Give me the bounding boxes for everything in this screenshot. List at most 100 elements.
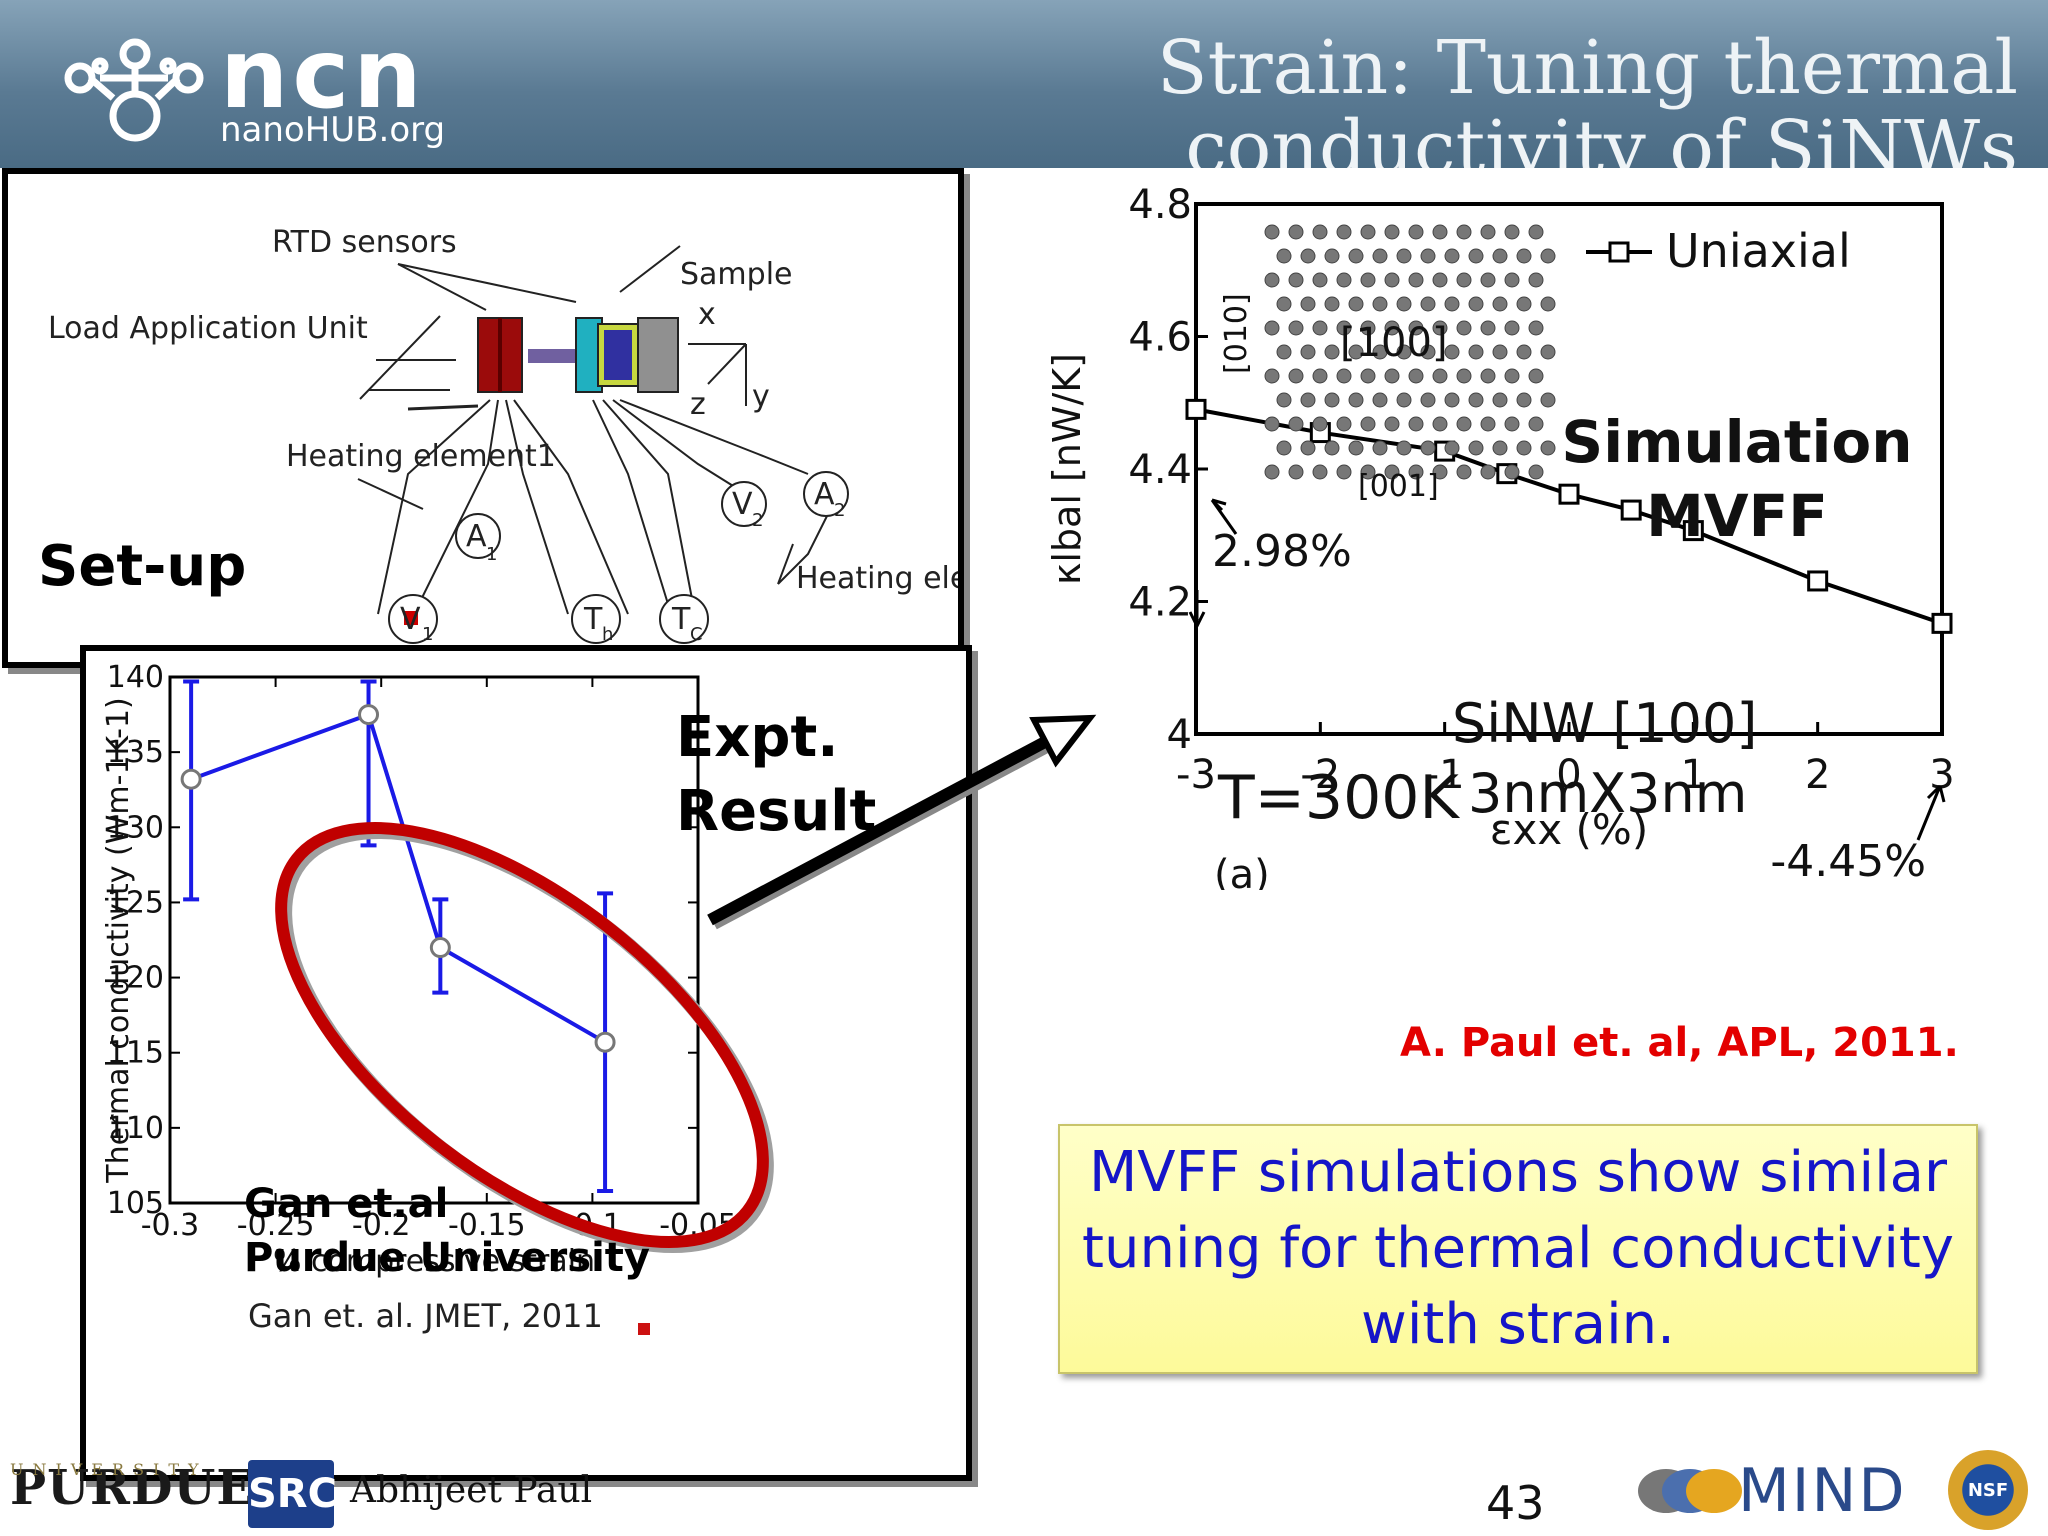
lattice-atom xyxy=(1468,392,1484,408)
lattice-atom xyxy=(1288,464,1304,480)
lattice-atom xyxy=(1312,416,1328,432)
sample-label: Sample xyxy=(680,257,793,292)
ammeter-a2-icon xyxy=(803,471,849,517)
lattice-atom xyxy=(1468,248,1484,264)
lattice-atom xyxy=(1396,344,1412,360)
lattice-atom xyxy=(1324,392,1340,408)
ann-right-arrow xyxy=(1916,784,1946,841)
tc-sub-label: C xyxy=(690,624,703,645)
lattice-atom xyxy=(1444,344,1460,360)
lattice-atom xyxy=(1384,224,1400,240)
lattice-atom xyxy=(1312,464,1328,480)
thermometer-tc-icon xyxy=(659,594,709,644)
setup-diagram: RTD sensors Sample Load Application Unit… xyxy=(48,225,958,645)
slide-title: Strain: Tuning thermal conductivity of S… xyxy=(1156,25,2018,168)
slide-header: ncn nanoHUB.org Strain: Tuning thermal c… xyxy=(0,0,2048,168)
sim-data-point xyxy=(1931,612,1953,634)
lattice-atom xyxy=(1348,344,1364,360)
expt-data-point xyxy=(180,768,202,790)
mind-swoosh-icon xyxy=(1638,1469,1742,1513)
sim-y-tick-label: 4.8 xyxy=(1128,182,1192,228)
lattice-atom xyxy=(1480,320,1496,336)
lattice-atom xyxy=(1276,440,1292,456)
sim-x-tick-label: -1 xyxy=(1425,752,1465,798)
lattice-atom xyxy=(1456,368,1472,384)
sim-x-tick-label: 2 xyxy=(1805,752,1830,798)
src-logo: SRC xyxy=(248,1460,337,1528)
lattice-atom xyxy=(1504,368,1520,384)
lattice-atom xyxy=(1540,344,1556,360)
lattice-atom xyxy=(1444,248,1460,264)
v2-sub-label: 2 xyxy=(752,510,763,531)
lattice-atom xyxy=(1492,392,1508,408)
lattice-atom xyxy=(1276,392,1292,408)
lattice-atom xyxy=(1456,320,1472,336)
expt-label-line2: Result xyxy=(676,779,877,844)
lattice-atom xyxy=(1540,248,1556,264)
lattice-atom xyxy=(1312,368,1328,384)
lattice-atom xyxy=(1408,416,1424,432)
lattice-atom xyxy=(1312,320,1328,336)
rtd-label: RTD sensors xyxy=(272,225,457,260)
dir-100-label: [100] xyxy=(1340,320,1448,366)
expt-y-axis-label: Thermal conductivity (Wm-1K-1) xyxy=(101,697,136,1183)
lattice-atom xyxy=(1504,464,1520,480)
purdue-subtitle: UNIVERSITY xyxy=(10,1460,208,1479)
expt-credit: Gan et.al Purdue University xyxy=(244,1177,650,1285)
lattice-atom xyxy=(1528,416,1544,432)
expt-x-tick-label: -0.25 xyxy=(237,1208,315,1243)
lattice-atom xyxy=(1276,296,1292,312)
lattice-atom xyxy=(1312,272,1328,288)
lattice-atom xyxy=(1300,392,1316,408)
sim-data-point xyxy=(1185,398,1207,420)
expt-y-tick-label: 130 xyxy=(107,810,164,845)
rtd-pointer-line xyxy=(397,263,577,303)
expt-x-tick-label: -0.2 xyxy=(352,1208,411,1243)
lattice-atom xyxy=(1360,368,1376,384)
lattice-atom xyxy=(1432,224,1448,240)
sim-y-tick-label: 4.4 xyxy=(1128,447,1192,493)
lattice-atom xyxy=(1396,440,1412,456)
lattice-atom xyxy=(1420,344,1436,360)
lattice-atom xyxy=(1480,416,1496,432)
lattice-atom xyxy=(1336,416,1352,432)
tc-label: T xyxy=(671,602,691,637)
lattice-atom xyxy=(1384,272,1400,288)
heating1-label: Heating element1 xyxy=(286,439,556,474)
nsf-logo: NSF xyxy=(1948,1450,2028,1530)
lattice-atom xyxy=(1420,296,1436,312)
sim-x-axis-label: εxx (%) xyxy=(1490,805,1648,854)
expt-y-tick-label: 115 xyxy=(107,1036,164,1071)
sim-y-axis-label: κlbal [nW/K] xyxy=(1045,353,1089,585)
sim-data-point xyxy=(1682,520,1704,542)
lattice-atom xyxy=(1408,464,1424,480)
lattice-atom xyxy=(1384,464,1400,480)
sim-data-point xyxy=(1807,570,1829,592)
lattice-inset xyxy=(1264,224,1556,480)
lattice-atom xyxy=(1300,344,1316,360)
caption-box: MVFF simulations show similar tuning for… xyxy=(1058,1124,1978,1374)
sim-x-tick-label: 1 xyxy=(1681,752,1706,798)
lattice-atom xyxy=(1516,296,1532,312)
lattice-atom xyxy=(1480,272,1496,288)
lattice-atom xyxy=(1348,248,1364,264)
lattice-atom xyxy=(1408,224,1424,240)
purdue-wordmark: PURDUE xyxy=(10,1460,254,1516)
expt-y-tick-label: 140 xyxy=(107,660,164,695)
a2-label: A xyxy=(814,477,835,512)
lattice-atom xyxy=(1288,224,1304,240)
lattice-atom xyxy=(1492,248,1508,264)
size-label: 3nmX3nm xyxy=(1468,762,1747,825)
lattice-atom xyxy=(1384,368,1400,384)
lattice-atom xyxy=(1324,344,1340,360)
lattice-atom xyxy=(1480,464,1496,480)
lattice-atom xyxy=(1324,440,1340,456)
panel-label: (a) xyxy=(1214,852,1270,890)
lattice-atom xyxy=(1336,320,1352,336)
lattice-atom xyxy=(1492,440,1508,456)
lattice-atom xyxy=(1468,344,1484,360)
expt-plot-frame xyxy=(168,675,700,1205)
sim-x-tick-label: -2 xyxy=(1300,752,1340,798)
lattice-atom xyxy=(1504,224,1520,240)
expt-reference: Gan et. al. JMET, 2011 xyxy=(248,1297,603,1335)
